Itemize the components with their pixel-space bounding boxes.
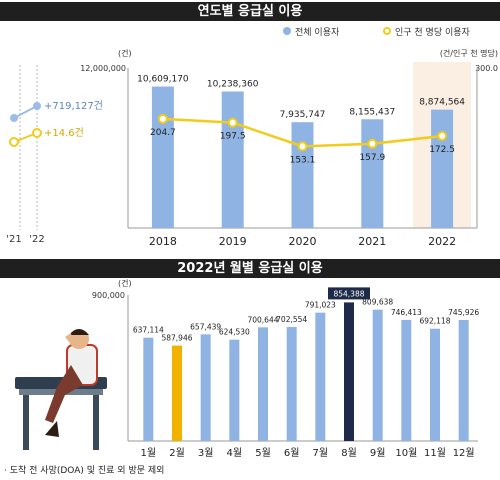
month-tick-1: 1월 <box>141 447 157 459</box>
rate-label-2022: 172.5 <box>429 145 455 155</box>
x-tick-2019: 2019 <box>219 235 247 248</box>
mini-total-line <box>13 105 38 119</box>
yearly-er-chart: (건) (건/인구 천 명당) 12,000,000 300.0 10,609,… <box>80 48 498 248</box>
legend-item-total: 전체 이용자 <box>283 24 339 38</box>
section2-title: 2022년 월별 응급실 이용 <box>0 259 500 278</box>
y-axis-top-right: 300.0 <box>475 64 498 73</box>
y-axis-unit-left: (건) <box>118 48 132 58</box>
rate-point-2019 <box>227 117 238 128</box>
month-bar-label-9: 809,638 <box>362 298 393 307</box>
rate-point-2018 <box>157 113 168 124</box>
rate-label-2020: 153.1 <box>290 155 316 165</box>
month-bar-5 <box>258 327 268 441</box>
monthly-y-unit: (건) <box>118 278 132 288</box>
y-axis-unit-right: (건/인구 천 명당) <box>440 48 498 58</box>
year-bar-label-2018: 10,609,170 <box>137 75 189 85</box>
month-bar-3 <box>200 334 211 441</box>
month-tick-10: 10월 <box>395 447 417 459</box>
month-bar-6 <box>286 327 297 441</box>
y-axis-top-left: 12,000,000 <box>80 64 126 73</box>
month-tick-9: 9월 <box>370 447 386 459</box>
month-bar-2 <box>172 345 182 441</box>
mini-change-total: +719,127건 <box>44 100 103 112</box>
section1-title: 연도별 응급실 이용 <box>0 2 500 21</box>
month-bar-label-3: 657,439 <box>190 322 221 331</box>
month-tick-6: 6월 <box>284 447 300 459</box>
patient-hair <box>69 329 89 335</box>
year-bar-label-2020: 7,935,747 <box>280 110 326 120</box>
month-bar-9 <box>372 309 383 441</box>
rate-point-2020 <box>297 141 308 152</box>
month-tick-12: 12월 <box>453 447 475 459</box>
month-bar-label-1: 637,114 <box>133 326 164 335</box>
rate-label-2018: 204.7 <box>150 128 176 138</box>
patient-legs <box>45 365 83 423</box>
legend-item-rate: 인구 천 명당 이용자 <box>383 24 470 38</box>
year-bar-2019 <box>221 91 244 229</box>
month-bar-1 <box>143 337 154 441</box>
mini-change-rate: +14.6건 <box>44 127 84 139</box>
legend-label-total: 전체 이용자 <box>295 27 340 38</box>
rate-point-2022 <box>437 131 448 141</box>
month-tick-8: 8월 <box>341 447 357 459</box>
mini-year-22: '22 <box>29 234 44 245</box>
month-bar-8 <box>344 302 354 441</box>
month-bar-label-7: 791,023 <box>305 301 336 310</box>
legend-label-rate: 인구 천 명당 이용자 <box>395 27 470 38</box>
rate-point-2021 <box>367 138 378 149</box>
patient-hand <box>65 333 73 347</box>
x-tick-2021: 2021 <box>358 235 386 248</box>
month-bar-label-2: 587,946 <box>161 334 192 343</box>
rate-label-2019: 197.5 <box>220 132 246 142</box>
month-bar-4 <box>229 339 240 441</box>
year-bar-2020 <box>291 122 314 228</box>
month-tick-5: 5월 <box>255 447 271 459</box>
x-tick-2020: 2020 <box>289 235 317 248</box>
bench-leg-right <box>93 395 99 450</box>
footnote: · 도착 전 사망(DOA) 및 진료 외 방문 제외 <box>4 466 165 476</box>
month-tick-7: 7월 <box>313 447 329 459</box>
x-tick-2022: 2022 <box>428 235 456 248</box>
year-bar-label-2022: 8,874,564 <box>419 98 465 108</box>
month-bar-12 <box>458 319 469 441</box>
patient-shoe <box>45 421 59 437</box>
month-bar-label-10: 746,413 <box>391 308 422 317</box>
mini-rate-point-22 <box>32 128 42 138</box>
month-max-label-bg <box>328 287 370 300</box>
monthly-er-chart: (건) 900,000 637,114 1월 587,946 2월 657,439 3월 6… <box>92 278 479 459</box>
month-bar-label-11: 692,118 <box>419 317 450 326</box>
month-bar-label-5: 700,644 <box>247 315 278 324</box>
mini-year-21: '21 <box>6 234 21 245</box>
mini-total-point-21 <box>10 114 18 122</box>
legend-swatch-bar <box>283 27 291 35</box>
patient-illustration <box>15 329 107 450</box>
year-bar-2021 <box>361 119 384 228</box>
x-tick-2018: 2018 <box>149 235 177 248</box>
month-bar-label-12: 745,926 <box>448 308 479 317</box>
month-bar-label-4: 624,530 <box>219 328 250 337</box>
year-bar-2022 <box>431 109 454 228</box>
mini-total-point-22 <box>33 102 41 110</box>
mini-comparison-chart: +719,127건 +14.6건 '21 '22 <box>6 65 103 245</box>
monthly-y-top: 900,000 <box>92 291 125 300</box>
month-tick-3: 3월 <box>198 447 214 459</box>
month-tick-2: 2월 <box>169 447 185 459</box>
month-bar-label-6: 702,554 <box>276 315 307 324</box>
year-bar-label-2021: 8,155,437 <box>349 107 395 117</box>
year-bar-2018 <box>151 86 174 228</box>
month-tick-4: 4월 <box>227 447 243 459</box>
year-bar-label-2019: 10,238,360 <box>207 79 259 89</box>
month-bar-label-8: 854,388 <box>333 289 364 298</box>
month-bar-11 <box>430 328 440 441</box>
mini-rate-point-21 <box>9 137 19 147</box>
legend-swatch-line <box>383 27 391 35</box>
month-tick-11: 11월 <box>424 447 446 459</box>
rate-label-2021: 157.9 <box>359 153 385 163</box>
month-bar-7 <box>315 312 326 441</box>
bench-leg-left <box>23 395 29 450</box>
month-bar-10 <box>401 319 412 441</box>
